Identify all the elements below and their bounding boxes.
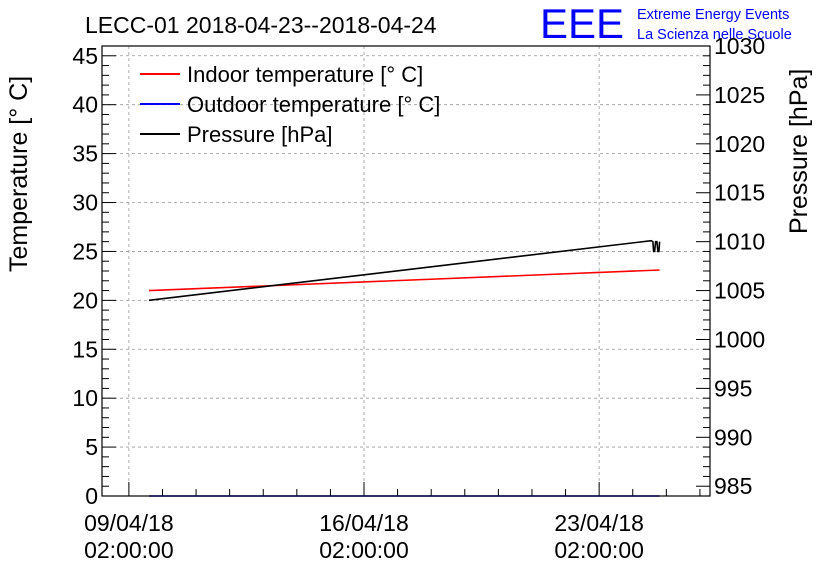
right-tick-label: 1005 (714, 278, 765, 304)
eee-logo: EEE (540, 0, 624, 47)
legend-pressure-label: Pressure [hPa] (187, 122, 333, 147)
series-indoor-line (148, 269, 660, 292)
left-tick-label: 20 (72, 287, 98, 313)
left-tick-label: 5 (85, 434, 98, 460)
left-tick-label: 40 (72, 92, 98, 118)
x-tick-label-time: 02:00:00 (554, 537, 644, 563)
chart-title: LECC-01 2018-04-23--2018-04-24 (85, 12, 437, 38)
left-tick-label: 0 (85, 483, 98, 509)
right-tick-label: 1015 (714, 180, 765, 206)
right-tick-label: 995 (714, 375, 752, 401)
x-tick-label-date: 23/04/18 (554, 510, 644, 536)
right-tick-label: 990 (714, 424, 752, 450)
left-tick-label: 15 (72, 336, 98, 362)
axis-ticks: 0510152025303540459859909951000100510101… (72, 33, 765, 563)
x-tick-label-time: 02:00:00 (319, 537, 409, 563)
x-tick-label-date: 09/04/18 (84, 510, 174, 536)
grid (102, 46, 710, 496)
plot-frame (101, 45, 711, 497)
right-tick-label: 1030 (714, 33, 765, 59)
x-tick-label-date: 16/04/18 (319, 510, 409, 536)
logo-line-2: La Scienza nelle Scuole (637, 27, 792, 43)
right-tick-label: 1010 (714, 229, 765, 255)
right-tick-label: 1000 (714, 326, 765, 352)
legend-indoor-label: Indoor temperature [° C] (187, 62, 423, 87)
left-tick-label: 25 (72, 238, 98, 264)
right-tick-label: 1020 (714, 131, 765, 157)
left-tick-label: 10 (72, 385, 98, 411)
x-tick-label-time: 02:00:00 (84, 537, 174, 563)
left-tick-label: 45 (72, 43, 98, 69)
left-tick-label: 30 (72, 190, 98, 216)
series-pressure-line (148, 239, 661, 302)
y-left-axis-label: Temperature [° C] (5, 76, 33, 272)
y-right-axis-label: Pressure [hPa] (785, 69, 813, 234)
logo-line-1: Extreme Energy Events (637, 7, 789, 23)
right-tick-label: 1025 (714, 82, 765, 108)
right-tick-label: 985 (714, 473, 752, 499)
legend-outdoor-label: Outdoor temperature [° C] (187, 92, 440, 117)
left-tick-label: 35 (72, 141, 98, 167)
legend: Indoor temperature [° C] Outdoor tempera… (140, 62, 440, 147)
